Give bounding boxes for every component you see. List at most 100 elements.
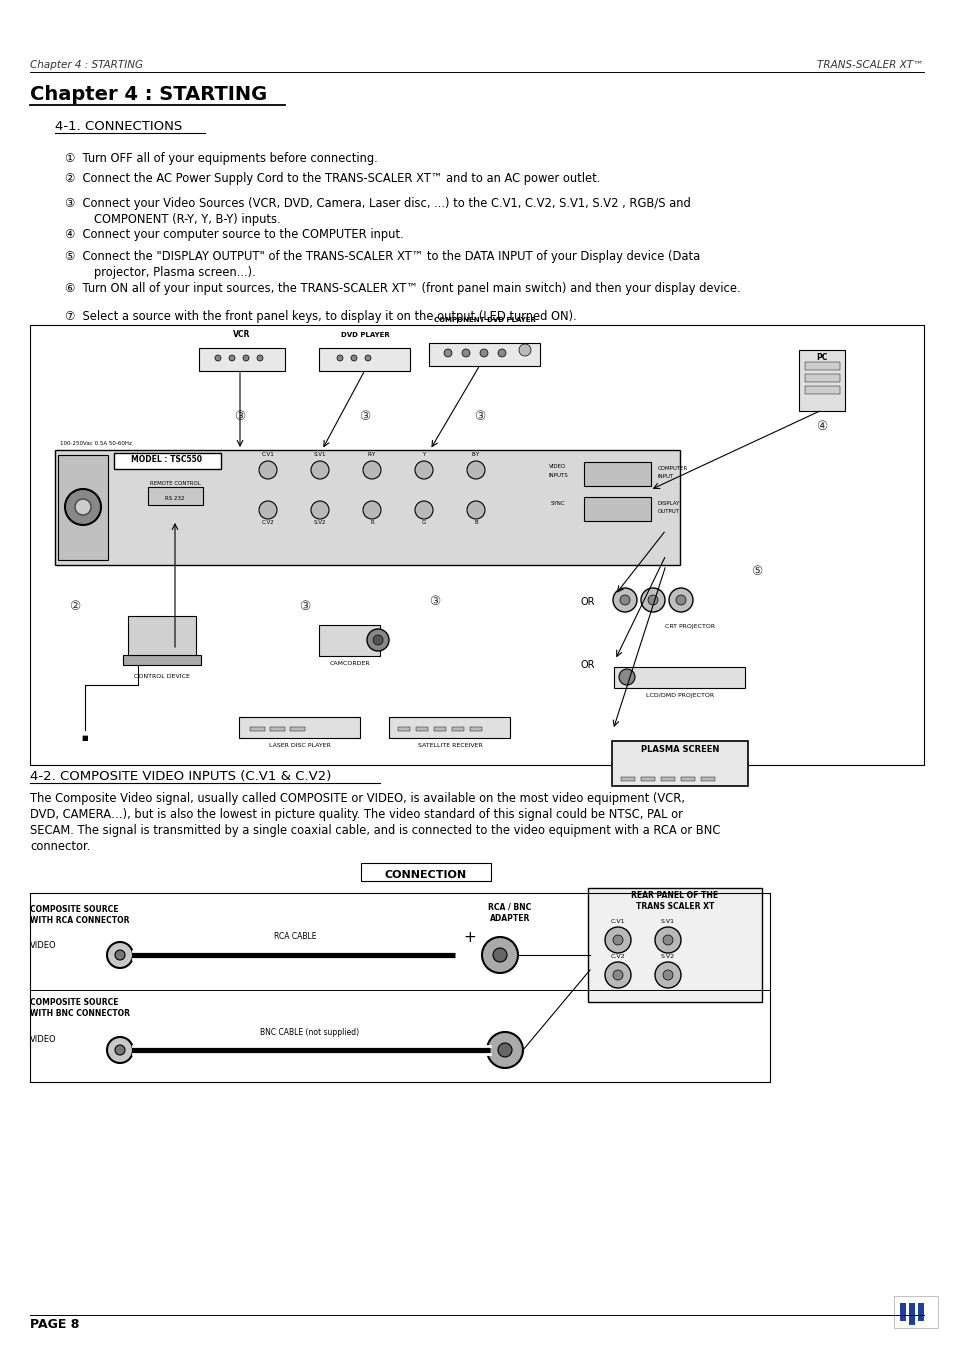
Text: 100-250Vac 0.5A 50-60Hz: 100-250Vac 0.5A 50-60Hz — [60, 440, 132, 446]
Text: ⑦  Select a source with the front panel keys, to display it on the output (LED t: ⑦ Select a source with the front panel k… — [65, 309, 577, 323]
FancyBboxPatch shape — [199, 347, 285, 370]
Circle shape — [640, 588, 664, 612]
Text: Y: Y — [422, 453, 425, 457]
Text: The Composite Video signal, usually called COMPOSITE or VIDEO, is available on t: The Composite Video signal, usually call… — [30, 792, 684, 805]
Text: REAR PANEL OF THE: REAR PANEL OF THE — [631, 892, 718, 900]
Circle shape — [336, 355, 343, 361]
Text: ③  Connect your Video Sources (VCR, DVD, Camera, Laser disc, ...) to the C.V1, C: ③ Connect your Video Sources (VCR, DVD, … — [65, 197, 690, 226]
Text: ②: ② — [70, 600, 81, 613]
Bar — [270, 727, 285, 731]
Bar — [680, 777, 695, 781]
Text: RS 232: RS 232 — [165, 496, 185, 501]
Circle shape — [497, 349, 505, 357]
Circle shape — [65, 489, 101, 526]
Bar — [452, 727, 463, 731]
Text: ③: ③ — [234, 409, 245, 423]
Text: INPUTS: INPUTS — [548, 473, 567, 478]
Bar — [620, 777, 635, 781]
Circle shape — [443, 349, 452, 357]
Text: SYNC: SYNC — [550, 501, 565, 507]
Text: OUTPUT: OUTPUT — [658, 509, 679, 513]
Text: R-Y: R-Y — [368, 453, 375, 457]
Text: ⑥  Turn ON all of your input sources, the TRANS-SCALER XT™ (front panel main swi: ⑥ Turn ON all of your input sources, the… — [65, 282, 740, 295]
Text: ①  Turn OFF all of your equipments before connecting.: ① Turn OFF all of your equipments before… — [65, 153, 377, 165]
Circle shape — [618, 669, 635, 685]
Bar — [917, 1302, 923, 1321]
Text: ⑤: ⑤ — [751, 565, 761, 578]
FancyBboxPatch shape — [319, 624, 380, 655]
Circle shape — [518, 345, 531, 357]
FancyBboxPatch shape — [30, 326, 923, 765]
Text: DISPLAY: DISPLAY — [658, 501, 679, 507]
Text: C.V1: C.V1 — [261, 453, 274, 457]
Text: BNC CABLE (not supplied): BNC CABLE (not supplied) — [260, 1028, 359, 1038]
Text: CONTROL DEVICE: CONTROL DEVICE — [134, 674, 190, 680]
Bar — [908, 1302, 914, 1325]
Circle shape — [311, 461, 329, 480]
Text: REMOTE CONTROL: REMOTE CONTROL — [150, 481, 200, 486]
Circle shape — [229, 355, 234, 361]
Text: G: G — [421, 520, 426, 526]
Text: COMPOSITE SOURCE: COMPOSITE SOURCE — [30, 905, 118, 915]
Text: VIDEO: VIDEO — [30, 1035, 56, 1044]
Circle shape — [619, 594, 629, 605]
Bar — [470, 727, 481, 731]
Circle shape — [415, 501, 433, 519]
Text: ■: ■ — [82, 735, 89, 740]
FancyBboxPatch shape — [360, 863, 491, 881]
Text: WITH BNC CONNECTOR: WITH BNC CONNECTOR — [30, 1009, 130, 1019]
Circle shape — [662, 970, 672, 979]
Circle shape — [497, 1043, 512, 1056]
FancyBboxPatch shape — [389, 716, 510, 738]
Text: DVD, CAMERA…), but is also the lowest in picture quality. The video standard of : DVD, CAMERA…), but is also the lowest in… — [30, 808, 682, 821]
Text: Chapter 4 : STARTING: Chapter 4 : STARTING — [30, 85, 267, 104]
Text: COMPONENT DVD PLAYER: COMPONENT DVD PLAYER — [434, 317, 536, 323]
Text: WITH RCA CONNECTOR: WITH RCA CONNECTOR — [30, 916, 130, 925]
Text: C.V2: C.V2 — [610, 954, 624, 959]
Circle shape — [647, 594, 658, 605]
Text: C.V2: C.V2 — [261, 520, 274, 526]
Circle shape — [258, 501, 276, 519]
Text: OR: OR — [580, 661, 595, 670]
Circle shape — [655, 927, 680, 952]
Circle shape — [115, 950, 125, 961]
Bar — [804, 362, 840, 370]
FancyBboxPatch shape — [113, 453, 221, 469]
Text: ③: ③ — [474, 409, 485, 423]
Text: Chapter 4 : STARTING: Chapter 4 : STARTING — [30, 59, 143, 70]
Circle shape — [655, 962, 680, 988]
FancyBboxPatch shape — [893, 1296, 937, 1328]
FancyBboxPatch shape — [128, 616, 196, 658]
Text: LCD/DMD PROJECTOR: LCD/DMD PROJECTOR — [645, 693, 713, 698]
Text: ③: ③ — [359, 409, 370, 423]
FancyBboxPatch shape — [583, 497, 650, 521]
Text: PAGE 8: PAGE 8 — [30, 1319, 79, 1331]
Bar — [804, 386, 840, 394]
FancyBboxPatch shape — [614, 666, 744, 688]
Circle shape — [214, 355, 221, 361]
Text: ③: ③ — [299, 600, 311, 613]
Circle shape — [613, 935, 622, 944]
FancyBboxPatch shape — [319, 347, 410, 370]
Text: CONNECTION: CONNECTION — [384, 870, 467, 880]
Circle shape — [604, 927, 630, 952]
Text: 4-1. CONNECTIONS: 4-1. CONNECTIONS — [55, 120, 182, 132]
Text: C.V1: C.V1 — [610, 919, 624, 924]
Circle shape — [604, 962, 630, 988]
Circle shape — [662, 935, 672, 944]
Bar — [55, 450, 679, 565]
Text: B: B — [474, 520, 477, 526]
Circle shape — [107, 1038, 132, 1063]
Text: DVD PLAYER: DVD PLAYER — [340, 332, 389, 338]
Text: VCR: VCR — [233, 330, 251, 339]
Circle shape — [351, 355, 356, 361]
Text: TRANS SCALER XT: TRANS SCALER XT — [635, 902, 714, 911]
Text: ④: ④ — [816, 420, 827, 434]
Bar — [148, 486, 203, 505]
Bar — [290, 727, 305, 731]
Circle shape — [613, 588, 637, 612]
Text: S.V2: S.V2 — [314, 520, 326, 526]
Circle shape — [481, 938, 517, 973]
Text: SECAM. The signal is transmitted by a single coaxial cable, and is connected to : SECAM. The signal is transmitted by a si… — [30, 824, 720, 838]
Text: PLASMA SCREEN: PLASMA SCREEN — [640, 744, 719, 754]
